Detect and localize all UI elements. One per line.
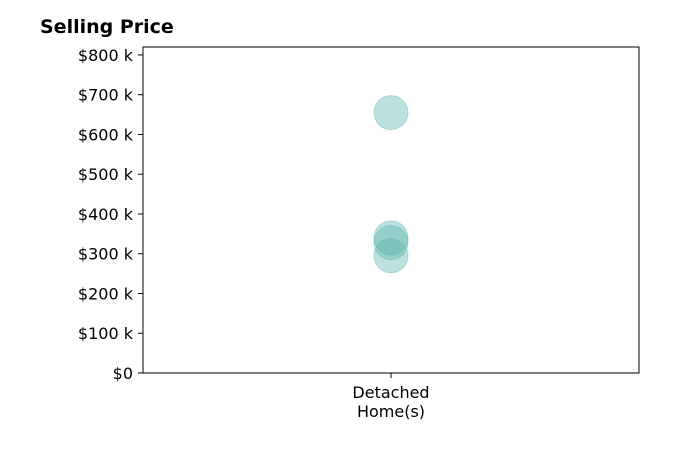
data-point bbox=[373, 220, 409, 256]
x-tick-label: Detached bbox=[352, 383, 429, 402]
y-tick-label: $200 k bbox=[78, 284, 134, 303]
data-points bbox=[373, 95, 409, 274]
y-tick-label: $0 bbox=[113, 364, 133, 383]
data-point bbox=[373, 95, 409, 131]
plot-frame bbox=[142, 46, 640, 374]
chart-title: Selling Price bbox=[40, 16, 174, 38]
y-tick-label: $100 k bbox=[78, 324, 134, 343]
x-tick-label: Home(s) bbox=[357, 402, 425, 421]
data-point bbox=[373, 225, 409, 261]
y-tick-label: $400 k bbox=[78, 205, 134, 224]
y-tick-label: $800 k bbox=[78, 46, 134, 65]
y-tick-label: $300 k bbox=[78, 245, 134, 264]
y-tick-label: $700 k bbox=[78, 86, 134, 105]
data-point bbox=[373, 238, 409, 274]
y-tick-label: $600 k bbox=[78, 125, 134, 144]
y-axis: $0 $100 k $200 k $300 k $400 k $500 k $600 k $7… bbox=[78, 46, 143, 383]
y-tick-label: $500 k bbox=[78, 165, 134, 184]
